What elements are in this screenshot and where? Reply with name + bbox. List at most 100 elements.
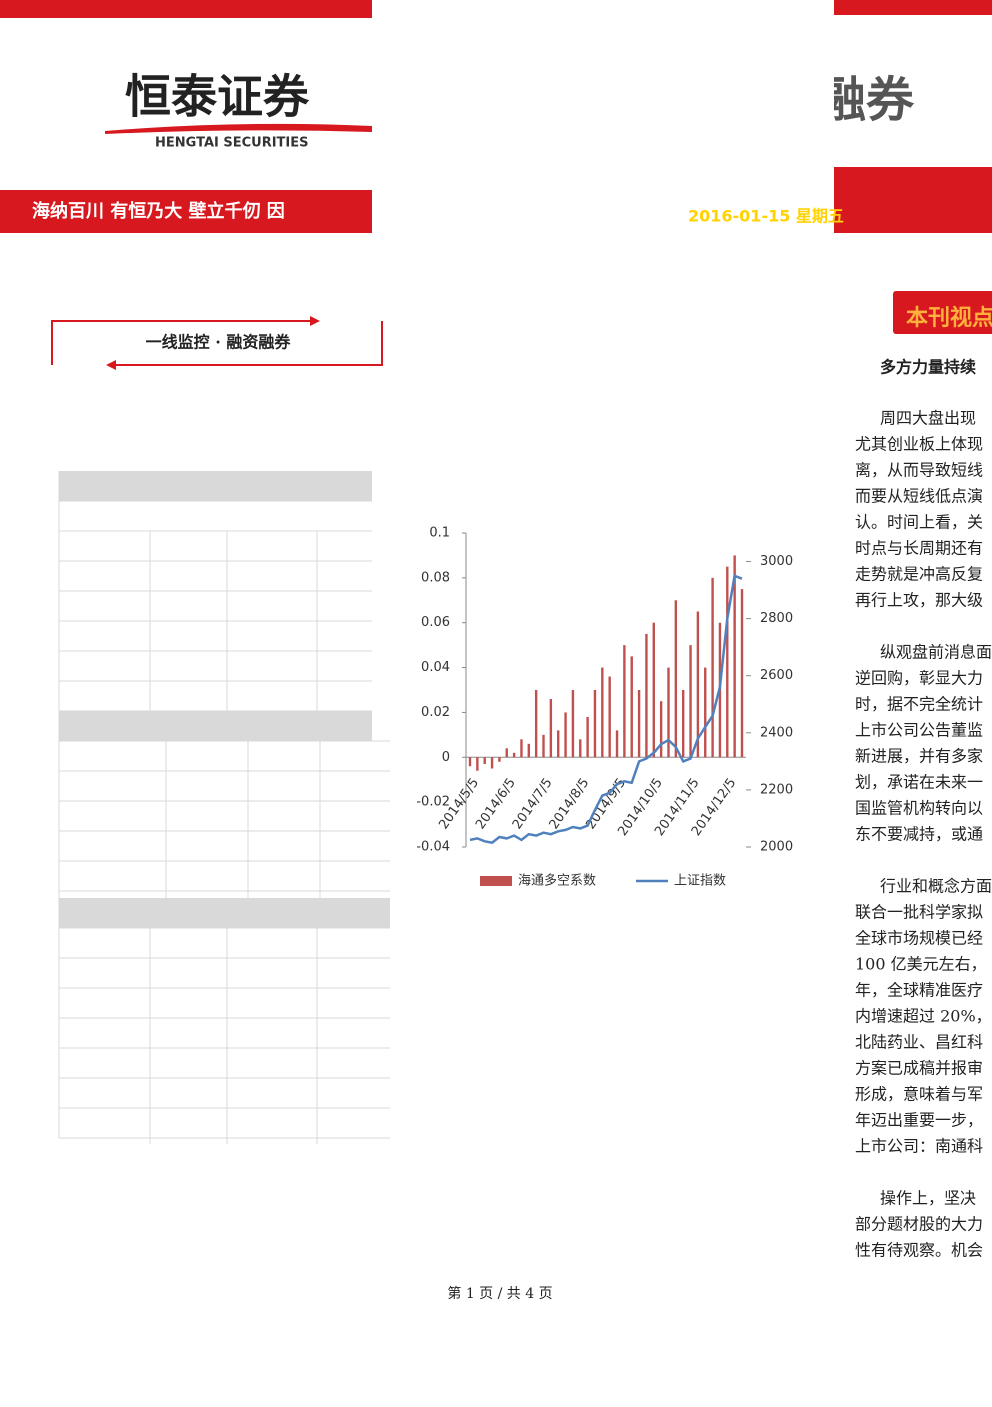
- bar: [483, 757, 486, 765]
- date: 2016-01-15 星期五: [688, 207, 844, 226]
- paragraph-line: 逆回购，彰显大力: [855, 669, 983, 688]
- bar: [637, 690, 641, 758]
- arrow: [106, 360, 116, 370]
- logo: 恒泰证券: [125, 70, 310, 124]
- paragraph-line: 北陆药业、昌红科: [855, 1033, 983, 1052]
- y-tick-label: -0.04: [416, 840, 450, 855]
- paragraph-line: 上市公司公告董监: [855, 721, 983, 740]
- bar: [652, 622, 655, 758]
- bar: [490, 757, 494, 769]
- section-label: 一线监控 · 融资融券: [146, 333, 292, 352]
- bar: [681, 690, 685, 758]
- top-bar: [0, 0, 372, 18]
- paragraph-line: 走势就是冲高反复: [855, 565, 983, 584]
- bar: [498, 757, 501, 762]
- paragraph-line: 100 亿美元左右，: [855, 955, 987, 974]
- bar: [726, 566, 729, 758]
- arrow: [310, 316, 320, 326]
- bar: [623, 645, 626, 758]
- tables: [58, 471, 390, 1144]
- y2-tick-label: 2200: [760, 782, 793, 797]
- paragraph-line: 年迈出重要一步，: [855, 1111, 983, 1130]
- bar: [689, 645, 692, 758]
- slogan-band: [0, 190, 372, 233]
- viewpoint-heading: 多方力量持续: [880, 358, 976, 377]
- bar: [696, 611, 700, 758]
- chart: -0.04 -0.02 0 0.02 0.04 0.06 0.08 0.1 2000 2200 24…: [416, 526, 793, 889]
- paragraph-line: 性有待观察。机会: [855, 1241, 983, 1260]
- bar: [615, 730, 619, 758]
- bar: [512, 752, 516, 758]
- bar: [564, 712, 567, 758]
- paragraph-line: 再行上攻，那大级: [855, 591, 983, 610]
- y-tick-label: 0.08: [421, 570, 450, 585]
- bar: [645, 633, 648, 758]
- bar: [520, 739, 523, 758]
- y2-tick-label: 2400: [760, 725, 793, 740]
- slogan-band: [834, 167, 992, 233]
- bar: [659, 701, 663, 758]
- paragraph-line: 内增速超过 20%，: [855, 1007, 992, 1026]
- paragraph-line: 全球市场规模已经: [855, 929, 983, 948]
- bar: [571, 690, 575, 758]
- logo-swoosh: [105, 123, 372, 134]
- top-bar: [834, 0, 992, 15]
- table-header: [59, 471, 372, 501]
- paragraph-line: 新进展，并有多家: [855, 747, 983, 766]
- y2-tick-label: 2000: [760, 840, 793, 855]
- paragraph-line: 尤其创业板上体现: [855, 435, 983, 454]
- paragraph-line: 划，承诺在未来一: [855, 773, 983, 792]
- y-tick-label: 0.1: [429, 526, 450, 541]
- paragraph-line: 年，全球精准医疗: [855, 981, 983, 1000]
- y-tick-label: 0.04: [421, 660, 450, 675]
- bar: [593, 690, 597, 758]
- bar: [586, 716, 589, 758]
- paragraph-line: 方案已成稿并报审: [855, 1059, 983, 1078]
- bar: [557, 730, 560, 758]
- paragraph-line: 周四大盘出现: [880, 409, 976, 428]
- bar: [608, 676, 611, 758]
- paragraph-line: 纵观盘前消息面: [880, 643, 992, 662]
- bar: [630, 656, 633, 758]
- legend-label: 海通多空系数: [518, 873, 596, 889]
- bar: [711, 577, 714, 758]
- paragraph-line: 形成，意味着与军: [855, 1085, 983, 1104]
- bar: [527, 743, 531, 758]
- bar: [476, 757, 479, 771]
- paragraph-line: 时，据不完全统计: [855, 695, 983, 714]
- footer: 第 1 页 / 共 4 页: [447, 1285, 552, 1302]
- table-header: [59, 898, 390, 928]
- paragraph-line: 联合一批科学家拟: [855, 903, 983, 922]
- legend-key: [480, 876, 512, 886]
- bar: [549, 698, 553, 758]
- bar: [740, 589, 744, 758]
- paragraph-line: 操作上，坚决: [880, 1189, 976, 1208]
- paragraph-line: 上市公司：南通科: [855, 1137, 983, 1156]
- line: [469, 574, 743, 845]
- bracket: [51, 320, 318, 365]
- paragraph-line: 国监管机构转向以: [855, 799, 983, 818]
- legend-label: 上证指数: [674, 874, 726, 889]
- viewpoint-box: [893, 291, 992, 334]
- y-tick-label: 0: [442, 750, 450, 765]
- bar: [667, 667, 670, 758]
- y-tick-label: 0.02: [421, 705, 450, 720]
- bar: [601, 667, 604, 758]
- table-header: [59, 711, 372, 741]
- bar: [505, 748, 508, 758]
- paragraph-line: 离，从而导致短线: [855, 461, 983, 480]
- y2-tick-label: 3000: [760, 554, 793, 569]
- paragraph-line: 而要从短线低点演: [855, 487, 983, 506]
- paragraph-line: 行业和概念方面: [880, 877, 992, 896]
- bar: [704, 667, 707, 758]
- bar: [733, 555, 736, 758]
- paragraph-line: 部分题材股的大力: [855, 1215, 983, 1234]
- slogan: 海纳百川 有恒乃大 壁立千仞 因: [32, 200, 285, 222]
- paragraph-line: 认。时间上看，关: [855, 513, 983, 532]
- viewpoint-title: 本刊视点: [906, 305, 992, 331]
- title-fragment: 融券: [818, 72, 915, 128]
- paragraph-line: 东不要减持，或通: [855, 825, 983, 844]
- y2-tick-label: 2600: [760, 668, 793, 683]
- y-tick-label: 0.06: [421, 615, 450, 630]
